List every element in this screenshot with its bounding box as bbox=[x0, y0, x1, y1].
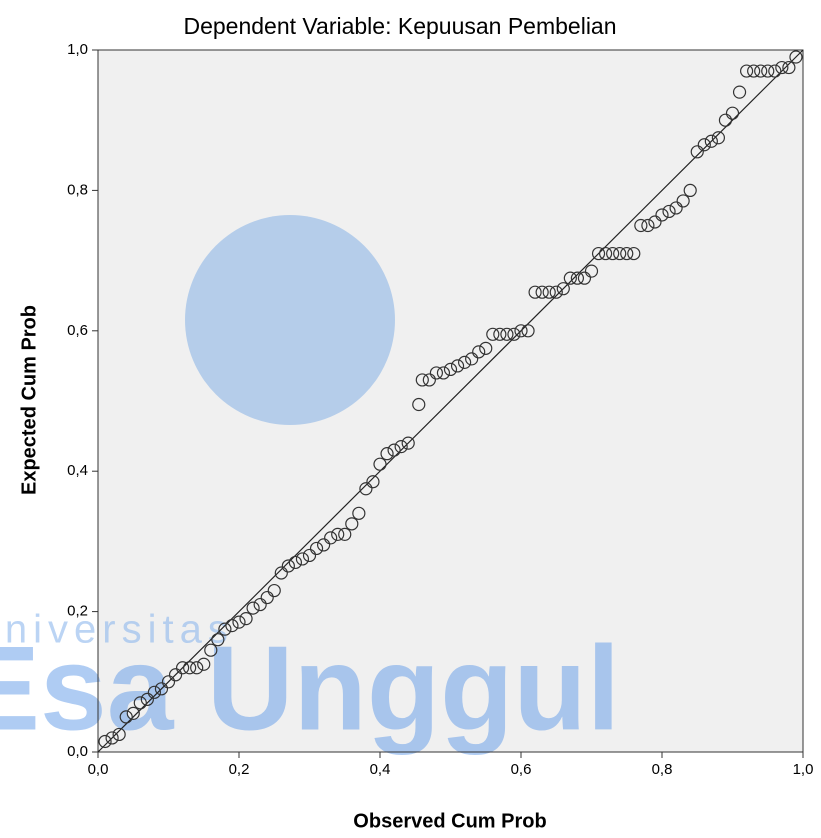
x-axis-label: Observed Cum Prob bbox=[353, 810, 546, 832]
x-tick-label: 1,0 bbox=[793, 761, 814, 778]
chart: Universitas Esa Unggul Dependent Variabl… bbox=[0, 0, 821, 838]
y-tick-label: 0,4 bbox=[67, 462, 88, 479]
x-tick-label: 0,2 bbox=[229, 761, 250, 778]
y-tick-label: 0,0 bbox=[67, 743, 88, 760]
x-tick-label: 0,6 bbox=[511, 761, 532, 778]
logo-ball bbox=[185, 215, 395, 425]
x-tick-label: 0,0 bbox=[88, 761, 109, 778]
y-tick-label: 0,8 bbox=[67, 181, 88, 198]
y-axis-label: Expected Cum Prob bbox=[18, 305, 40, 495]
y-tick-label: 0,2 bbox=[67, 603, 88, 620]
y-tick-label: 1,0 bbox=[67, 41, 88, 58]
y-tick-label: 0,6 bbox=[67, 322, 88, 339]
watermark-text: Esa Unggul bbox=[0, 622, 620, 756]
x-tick-label: 0,4 bbox=[370, 761, 391, 778]
x-tick-label: 0,8 bbox=[652, 761, 673, 778]
chart-title: Dependent Variable: Kepuusan Pembelian bbox=[183, 13, 616, 39]
